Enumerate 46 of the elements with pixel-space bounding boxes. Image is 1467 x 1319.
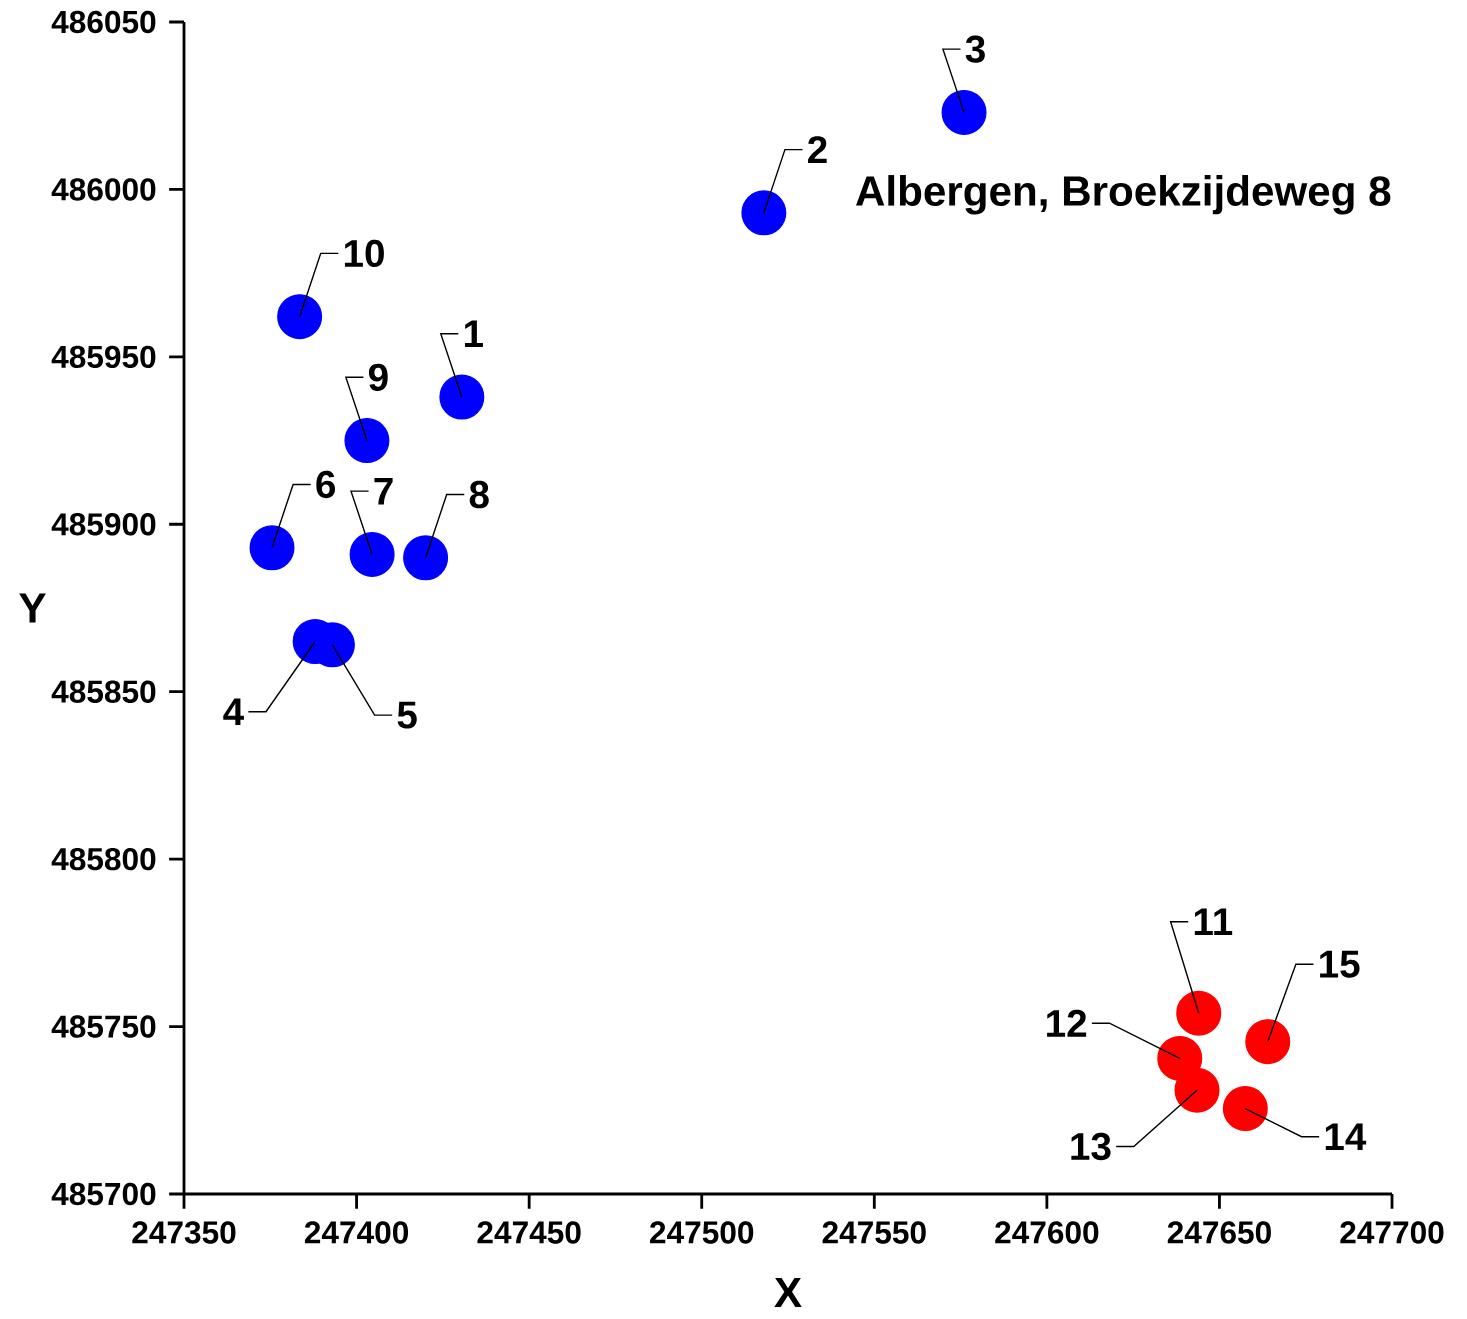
x-axis-title: X (774, 1278, 802, 1308)
annotation: 14 (1325, 1123, 1367, 1151)
point (941, 89, 987, 135)
y-tick-label: 485800 (51, 847, 156, 871)
point (344, 418, 390, 464)
x-tick-label: 247700 (1340, 1221, 1444, 1244)
y-axis-title: Y (19, 593, 46, 623)
annotation: 13 (1071, 1132, 1111, 1161)
annotation: 10 (344, 239, 384, 268)
y-tick-label: 485700 (51, 1182, 156, 1206)
y-tick-label: 485900 (51, 513, 156, 536)
annotation: 15 (1320, 950, 1360, 978)
text: Albergen, Broekzijdeweg 8 (856, 175, 1391, 215)
y-tick-label: 485950 (51, 345, 156, 369)
point (1222, 1086, 1268, 1132)
y-tick-label: 486000 (51, 178, 156, 201)
annotation: 7 (374, 477, 393, 505)
point (277, 294, 323, 340)
annotation: 5 (397, 701, 417, 729)
point (1174, 1067, 1220, 1113)
annotation: 8 (469, 480, 489, 509)
x-tick-label: 247650 (1167, 1221, 1271, 1244)
point (1245, 1019, 1291, 1065)
annotation: 11 (1194, 908, 1233, 936)
x-tick-label: 247400 (304, 1221, 409, 1244)
x-tick-label: 247550 (822, 1221, 926, 1244)
x-tick-label: 247350 (132, 1221, 236, 1244)
annotation: 4 (223, 698, 244, 726)
x-tick-label: 247600 (995, 1221, 1099, 1244)
point (249, 525, 295, 571)
x-tick-label: 247450 (477, 1221, 581, 1244)
x-tick-label: 247500 (650, 1221, 754, 1244)
point (439, 374, 485, 420)
annotation: 12 (1047, 1009, 1087, 1037)
annotation: 9 (368, 363, 388, 391)
point (741, 190, 787, 236)
y-tick-label: 485850 (51, 680, 156, 703)
point (349, 531, 395, 577)
point (403, 535, 449, 581)
y-tick-label: 485750 (51, 1015, 156, 1038)
annotation: 6 (316, 470, 336, 499)
point (1176, 990, 1222, 1036)
y-tick-label: 486050 (51, 10, 156, 34)
annotation: 3 (965, 35, 985, 63)
annotation: 1 (464, 320, 483, 348)
annotation: 2 (808, 136, 827, 164)
